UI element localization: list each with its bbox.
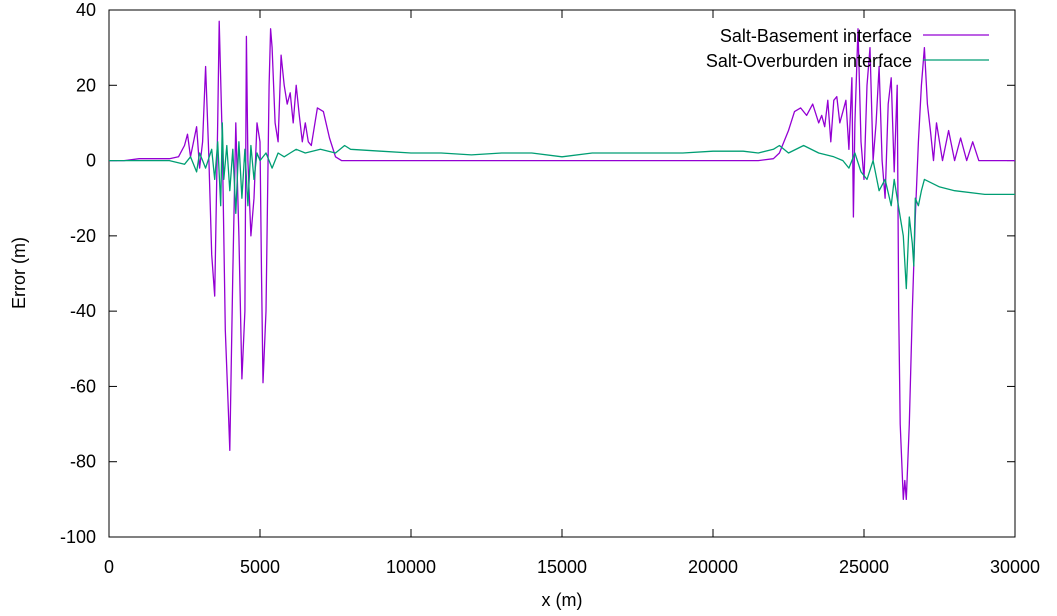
y-axis-label: Error (m)	[9, 237, 29, 309]
x-tick-label: 20000	[688, 557, 738, 577]
legend-label-salt-basement: Salt-Basement interface	[720, 26, 912, 46]
y-tick-label: -80	[70, 452, 96, 472]
y-tick-label: -100	[60, 527, 96, 547]
y-tick-label: 0	[86, 151, 96, 171]
plot-area	[108, 9, 1016, 538]
x-tick-label: 10000	[386, 557, 436, 577]
series-line-salt-overburden-interface	[109, 122, 1015, 290]
y-tick-labels: -100 -80 -60 -40 -20 0 20 40	[60, 0, 96, 547]
y-tick-label: 20	[76, 75, 96, 95]
series-lines	[109, 20, 1015, 501]
x-tick-label: 30000	[990, 557, 1040, 577]
x-tick-label: 25000	[839, 557, 889, 577]
x-tick-label: 5000	[240, 557, 280, 577]
x-tick-label: 0	[104, 557, 114, 577]
legend-label-salt-overburden: Salt-Overburden interface	[706, 51, 912, 71]
x-tick-label: 15000	[537, 557, 587, 577]
x-tick-labels: 0 5000 10000 15000 20000 25000 30000	[104, 557, 1040, 577]
y-tick-label: -40	[70, 301, 96, 321]
y-tick-label: 40	[76, 0, 96, 20]
legend: Salt-Basement interface Salt-Overburden …	[706, 26, 989, 71]
x-axis-label: x (m)	[542, 590, 583, 610]
y-tick-label: -20	[70, 226, 96, 246]
y-tick-label: -60	[70, 376, 96, 396]
series-line-salt-basement-interface	[109, 20, 1015, 501]
